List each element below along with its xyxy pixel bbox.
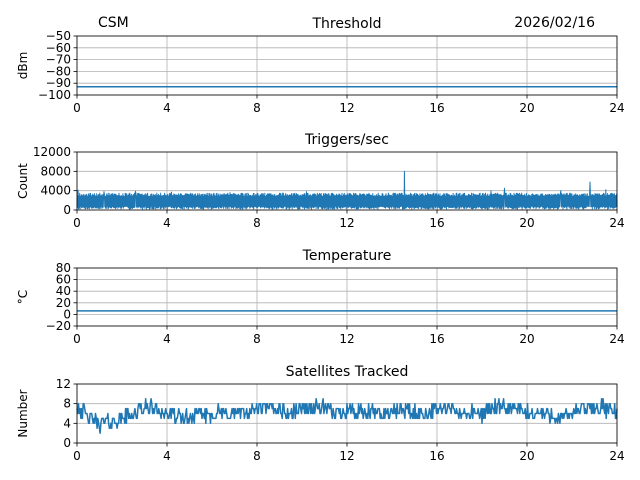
x-tick-label: 12 (339, 101, 354, 115)
y-tick-label: −80 (46, 64, 71, 78)
y-tick-label: −100 (38, 88, 71, 102)
x-tick-label: 16 (429, 332, 444, 346)
header-left-label: CSM (98, 15, 129, 31)
series-line (76, 170, 618, 210)
y-tick-label: 60 (56, 273, 71, 287)
y-tick-label: 40 (56, 284, 71, 298)
y-tick-label: 4 (63, 416, 71, 430)
x-tick-label: 8 (253, 101, 261, 115)
panel-satellites-tracked: 0 4 8 12 16 20 24 0 4 8 12 Satellites Tracked Number (16, 364, 625, 463)
y-tick-label: −70 (46, 53, 71, 67)
x-tick-label: 0 (73, 449, 81, 463)
x-tick-label: 4 (163, 101, 171, 115)
y-axis-label: °C (16, 290, 30, 304)
x-tick-label: 24 (609, 332, 624, 346)
y-tick-label: 0 (63, 307, 71, 321)
x-tick-label: 12 (339, 449, 354, 463)
x-tick-label: 20 (519, 216, 534, 230)
x-tick-label: 12 (339, 332, 354, 346)
panel-title: Temperature (302, 248, 392, 264)
x-tick-label: 0 (73, 101, 81, 115)
panel-title: Threshold (312, 16, 382, 32)
y-axis-label: dBm (16, 52, 30, 80)
y-tick-label: −60 (46, 41, 71, 55)
x-tick-label: 20 (519, 101, 534, 115)
y-tick-label: 80 (56, 261, 71, 275)
y-tick-label: 8 (63, 397, 71, 411)
x-tick-label: 12 (339, 216, 354, 230)
y-tick-label: −90 (46, 76, 71, 90)
y-tick-label: 20 (56, 296, 71, 310)
panel-threshold: 0 4 8 12 16 20 24 −100−90−80−70−60−50 Threshold d… (16, 16, 625, 115)
panel-title: Satellites Tracked (286, 364, 409, 380)
x-tick-label: 20 (519, 332, 534, 346)
y-tick-label: 0 (63, 436, 71, 450)
y-tick-label: 4000 (40, 184, 71, 198)
x-tick-label: 16 (429, 216, 444, 230)
y-tick-label: 12 (56, 377, 71, 391)
x-tick-label: 16 (429, 101, 444, 115)
x-tick-label: 24 (609, 101, 624, 115)
x-tick-label: 8 (253, 216, 261, 230)
x-tick-label: 16 (429, 449, 444, 463)
x-tick-label: 20 (519, 449, 534, 463)
panel-triggers-sec: 0 4 8 12 16 20 24 0 4000 8000 12000 Triggers/sec Cou… (16, 132, 625, 230)
x-tick-label: 4 (163, 449, 171, 463)
x-tick-label: 8 (253, 449, 261, 463)
x-tick-label: 0 (73, 216, 81, 230)
x-tick-label: 4 (163, 216, 171, 230)
x-tick-label: 0 (73, 332, 81, 346)
header-date-label: 2026/02/16 (514, 15, 595, 31)
x-tick-label: 4 (163, 332, 171, 346)
y-tick-label: 8000 (40, 164, 71, 178)
x-tick-label: 8 (253, 332, 261, 346)
x-tick-label: 24 (609, 216, 624, 230)
y-tick-label: −20 (46, 319, 71, 333)
y-tick-label: −50 (46, 29, 71, 43)
y-tick-label: 12000 (33, 145, 71, 159)
y-tick-label: 0 (63, 203, 71, 217)
panel-title: Triggers/sec (304, 132, 389, 148)
y-axis-label: Count (16, 163, 30, 199)
y-axis-label: Number (16, 389, 30, 437)
series-line (76, 398, 618, 434)
x-tick-label: 24 (609, 449, 624, 463)
